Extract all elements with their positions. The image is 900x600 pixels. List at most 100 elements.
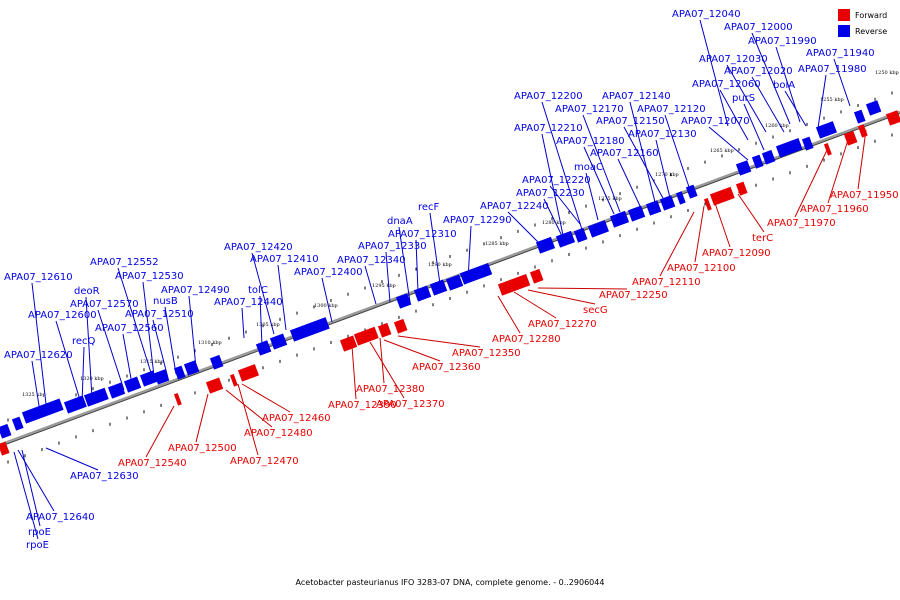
forward-gene-label: APA07_12250 (599, 290, 668, 301)
reverse-gene-label: APA07_12060 (692, 79, 761, 90)
forward-gene (339, 335, 358, 352)
reverse-gene (83, 387, 109, 407)
reverse-gene-label: rpoE (28, 527, 51, 538)
forward-gene-label: APA07_12110 (632, 277, 701, 288)
reverse-gene-label: APA07_12020 (724, 66, 793, 77)
forward-leader-line (694, 205, 705, 263)
reverse-gene-label: APA07_12140 (602, 91, 671, 102)
reverse-leader-line (21, 449, 41, 527)
tick-marks (7, 91, 893, 464)
reverse-leader-line (507, 211, 541, 245)
tick-label: 1255 kbp (820, 97, 844, 103)
reverse-gene-label: APA07_12570 (70, 299, 139, 310)
reverse-gene-label: APA07_12420 (224, 242, 293, 253)
reverse-gene-label: moaC (574, 162, 603, 173)
reverse-gene-label: deoR (74, 286, 100, 297)
reverse-gene-label: APA07_12640 (26, 512, 95, 523)
reverse-gene (11, 416, 24, 431)
reverse-gene-label: APA07_12040 (672, 9, 741, 20)
reverse-gene (535, 236, 556, 254)
reverse-gene (459, 262, 493, 285)
reverse-gene-label: APA07_11940 (806, 48, 875, 59)
reverse-leader-line (385, 251, 391, 303)
reverse-leader-line (45, 447, 99, 471)
reverse-leader-line (617, 158, 641, 207)
forward-leader-line (369, 341, 405, 399)
reverse-gene-label: APA07_12130 (628, 129, 697, 140)
reverse-leader-line (321, 277, 333, 323)
tick-label: 1275 kbp (598, 196, 622, 202)
reverse-gene-label: APA07_12160 (590, 148, 659, 159)
reverse-leader-line (259, 295, 263, 347)
forward-leader-line (827, 139, 849, 204)
forward-gene (885, 110, 900, 126)
tick-label: 1295 kbp (372, 283, 396, 289)
reverse-leader-line (31, 282, 47, 405)
map-caption: Acetobacter pasteurianus IFO 3283-07 DNA… (295, 578, 605, 587)
forward-leader-line (794, 147, 829, 218)
reverse-gene-label: APA07_12070 (681, 116, 750, 127)
forward-gene-label: APA07_12100 (667, 263, 736, 274)
tick-label: 1270 kbp (655, 172, 679, 178)
reverse-leader-line (97, 309, 125, 391)
reverse-gene-label: APA07_12170 (555, 104, 624, 115)
forward-gene (497, 273, 531, 296)
reverse-leader-line (655, 139, 671, 199)
reverse-gene (0, 423, 12, 439)
reverse-leader-line (784, 90, 807, 127)
reverse-gene (685, 184, 698, 199)
reverse-gene-label: APA07_12552 (90, 257, 159, 268)
reverse-leader-line (751, 32, 791, 125)
reverse-gene (429, 279, 448, 296)
reverse-leader-line (398, 226, 411, 303)
reverse-leader-line (726, 64, 767, 133)
reverse-gene-label: APA07_12000 (724, 22, 793, 33)
forward-gene (377, 322, 392, 338)
reverse-gene (587, 220, 609, 238)
forward-gene (229, 373, 238, 387)
reverse-gene (255, 340, 272, 356)
reverse-gene-label: APA07_12310 (388, 229, 457, 240)
forward-leader-line (857, 129, 867, 190)
reverse-gene-label: APA07_12030 (699, 54, 768, 65)
tick-label: 1320 kbp (80, 376, 104, 382)
reverse-leader-line (429, 212, 441, 285)
reverse-gene-label: APA07_12120 (637, 104, 706, 115)
reverse-gene-label: dnaA (387, 216, 413, 227)
reverse-leader-line (541, 133, 565, 241)
forward-gene (393, 318, 408, 334)
reverse-gene-label: APA07_12220 (522, 175, 591, 186)
legend: Forward Reverse (838, 9, 887, 37)
reverse-gene-label: APA07_12620 (4, 350, 73, 361)
forward-leader-line (195, 393, 209, 443)
reverse-gene (555, 230, 576, 248)
forward-leader-line (737, 193, 765, 233)
reverse-gene-label: APA07_12200 (514, 91, 583, 102)
reverse-leader-line (251, 252, 275, 335)
reverse-gene (675, 191, 686, 205)
reverse-gene-label: APA07_12240 (480, 201, 549, 212)
reverse-leader-line (583, 146, 615, 215)
reverse-gene (573, 227, 588, 243)
forward-gene (843, 130, 858, 146)
reverse-gene (173, 365, 186, 380)
reverse-gene (801, 136, 814, 151)
forward-gene-label: APA07_12390 (328, 400, 397, 411)
tick-label: 1260 kbp (765, 123, 789, 129)
reverse-gene (853, 109, 866, 124)
reverse-leader-line (142, 281, 155, 377)
forward-gene-label: APA07_12480 (244, 428, 313, 439)
reverse-gene-label: APA07_12210 (514, 123, 583, 134)
reverse-leader-line (55, 320, 81, 401)
reverse-gene-label: bolA (773, 80, 795, 91)
forward-gene-label: APA07_12500 (168, 443, 237, 454)
reverse-gene (445, 274, 464, 291)
forward-gene-label: secG (583, 305, 608, 316)
reverse-leader-line (13, 451, 39, 540)
reverse-gene-label: APA07_12400 (294, 267, 363, 278)
forward-gene (823, 142, 832, 156)
reverse-leader-line (582, 114, 621, 213)
forward-leader-line (237, 383, 259, 456)
reverse-gene-label: APA07_12490 (161, 285, 230, 296)
reverse-gene-label: tolC (248, 285, 268, 296)
